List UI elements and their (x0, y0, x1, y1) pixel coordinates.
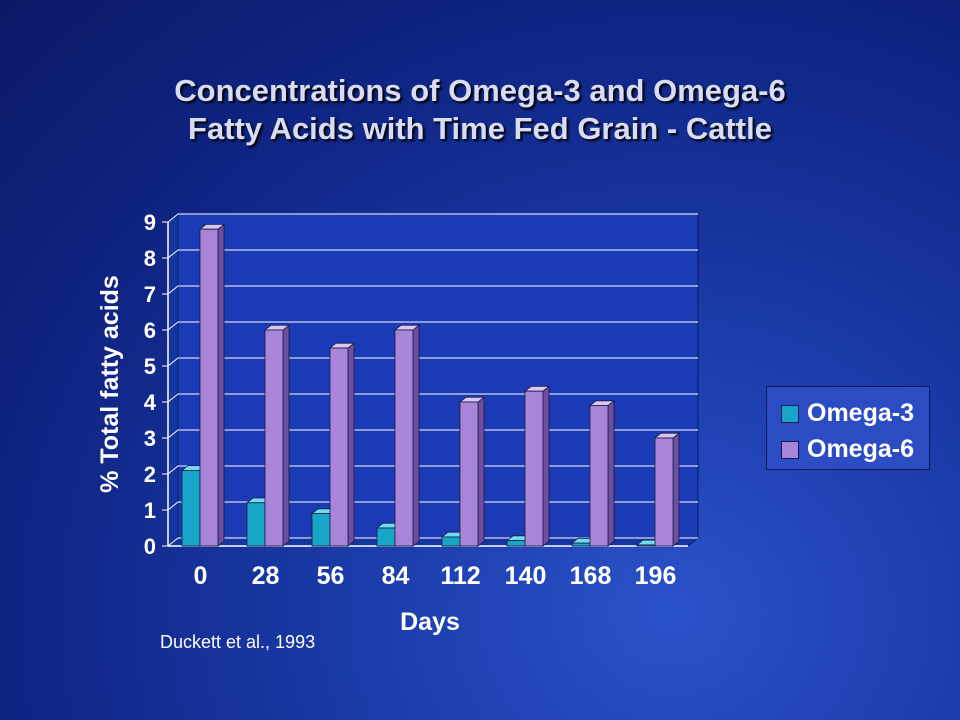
x-tick-label: 0 (194, 562, 208, 590)
bar-side-omega-6 (412, 324, 420, 547)
bar-omega-3 (246, 502, 266, 547)
x-tick-label: 84 (382, 562, 410, 590)
source-citation: Duckett et al., 1993 (160, 632, 316, 652)
bar-omega-6 (329, 347, 349, 547)
x-tick-label: 196 (635, 562, 677, 590)
bar-omega-3 (636, 544, 656, 547)
y-tick-label: 5 (144, 354, 156, 379)
bar-omega-3 (311, 513, 331, 547)
gridline (167, 213, 698, 223)
title-line-2: Fatty Acids with Time Fed Grain - Cattle (188, 111, 772, 146)
bar-omega-3 (376, 527, 396, 547)
y-axis-label: % Total fatty acids (96, 275, 124, 493)
gridline (167, 321, 698, 331)
y-tick-label: 4 (144, 390, 157, 415)
gridline (167, 249, 698, 259)
bar-side-omega-6 (347, 342, 355, 547)
y-tick-label: 9 (144, 210, 156, 235)
bar-side-omega-6 (217, 223, 225, 547)
title-line-1: Concentrations of Omega-3 and Omega-6 (174, 73, 786, 108)
x-tick-label: 28 (252, 562, 280, 590)
y-tick-label: 0 (144, 534, 156, 559)
bar-omega-3 (571, 542, 591, 547)
gridline (167, 285, 698, 295)
y-tick-label: 7 (144, 282, 156, 307)
y-tick-label: 8 (144, 246, 156, 271)
chart-legend: Omega-3 Omega-6 (766, 386, 930, 470)
plot-side-wall (167, 212, 179, 548)
plot-back-wall (177, 213, 699, 539)
gridline (167, 357, 698, 367)
x-tick-label: 56 (317, 562, 345, 590)
bar-omega-6 (394, 329, 414, 547)
bar-omega-6 (264, 329, 284, 547)
x-tick-label: 140 (505, 562, 547, 590)
legend-item-omega-3: Omega-3 (781, 399, 914, 428)
y-tick-label: 3 (144, 426, 156, 451)
y-tick-label: 1 (144, 498, 156, 523)
bar-side-omega-6 (672, 432, 680, 547)
x-tick-label: 168 (570, 562, 612, 590)
bar-omega-3 (441, 536, 461, 547)
slide-title: Concentrations of Omega-3 and Omega-6 Fa… (0, 72, 960, 148)
bar-omega-3 (506, 540, 526, 547)
legend-label-omega-3: Omega-3 (807, 399, 914, 427)
legend-item-omega-6: Omega-6 (781, 435, 914, 464)
bar-side-omega-6 (477, 396, 485, 547)
x-axis-label: Days (400, 608, 460, 636)
legend-label-omega-6: Omega-6 (807, 435, 914, 463)
bar-side-omega-6 (542, 385, 550, 547)
bar-omega-3 (181, 469, 201, 547)
bar-omega-6 (524, 390, 544, 547)
x-tick-label: 112 (440, 562, 480, 590)
bar-side-omega-6 (607, 399, 615, 547)
legend-swatch-omega-3 (781, 404, 799, 423)
bar-omega-6 (654, 437, 674, 547)
y-tick-label: 2 (144, 462, 156, 487)
legend-swatch-omega-6 (781, 440, 799, 459)
bar-side-omega-6 (282, 324, 290, 547)
bar-omega-6 (589, 405, 609, 547)
y-tick-label: 6 (144, 318, 156, 343)
bar-omega-6 (459, 401, 479, 547)
bar-omega-6 (199, 228, 219, 547)
